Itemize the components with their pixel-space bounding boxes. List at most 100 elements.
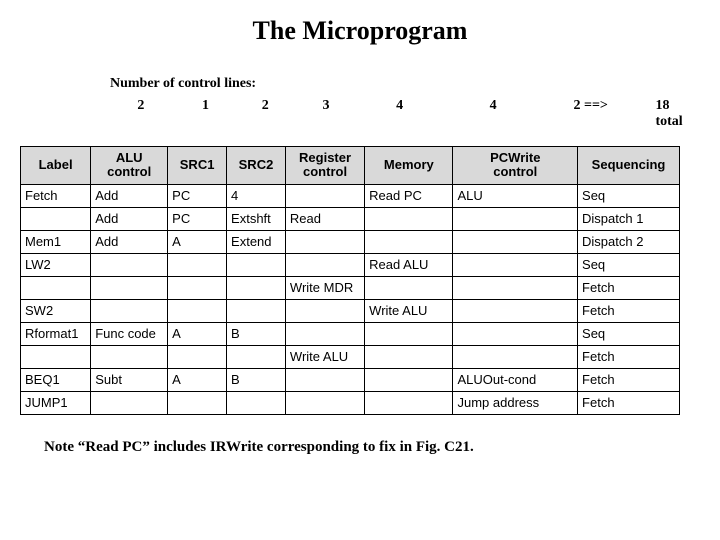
table-cell: BEQ1 (21, 368, 91, 391)
table-cell (365, 322, 453, 345)
table-row: Write ALU Fetch (21, 345, 680, 368)
table-cell (453, 345, 578, 368)
table-cell (21, 345, 91, 368)
control-lines-value: 1 (172, 98, 240, 130)
table-cell: JUMP1 (21, 391, 91, 414)
column-header: Sequencing (578, 147, 680, 185)
table-cell: PC (168, 207, 227, 230)
column-header: Memory (365, 147, 453, 185)
table-cell (453, 207, 578, 230)
table-row: AddPCExtshftRead Dispatch 1 (21, 207, 680, 230)
table-cell (365, 391, 453, 414)
table-cell (365, 345, 453, 368)
table-cell: Seq (578, 322, 680, 345)
control-lines-values: 2123442 ==>18 total (110, 98, 700, 130)
footnote: Note “Read PC” includes IRWrite correspo… (44, 439, 700, 456)
table-cell: Dispatch 1 (578, 207, 680, 230)
table-cell (365, 230, 453, 253)
table-cell (91, 253, 168, 276)
table-cell: Read ALU (365, 253, 453, 276)
table-cell: Add (91, 184, 168, 207)
control-lines-value: 4 (438, 98, 547, 130)
table-cell (168, 345, 227, 368)
table-row: BEQ1SubtABALUOut-condFetch (21, 368, 680, 391)
table-cell: ALU (453, 184, 578, 207)
table-cell (91, 276, 168, 299)
control-lines-value: 2 ==> (548, 98, 634, 130)
table-cell (91, 299, 168, 322)
table-row: LW2Read ALUSeq (21, 253, 680, 276)
table-cell: Func code (91, 322, 168, 345)
table-cell (168, 299, 227, 322)
table-cell (365, 368, 453, 391)
table-cell (168, 391, 227, 414)
table-cell: Fetch (578, 368, 680, 391)
table-cell (227, 345, 286, 368)
control-lines-label: Number of control lines: (110, 76, 700, 92)
control-lines-value: 2 (110, 98, 172, 130)
table-cell (227, 276, 286, 299)
table-cell: Read (285, 207, 364, 230)
table-cell: A (168, 322, 227, 345)
table-cell: Fetch (578, 299, 680, 322)
microprogram-table: LabelALUcontrolSRC1SRC2RegistercontrolMe… (20, 146, 680, 415)
table-cell (453, 276, 578, 299)
table-cell: Mem1 (21, 230, 91, 253)
table-cell: Extshft (227, 207, 286, 230)
table-cell (285, 230, 364, 253)
column-header: Registercontrol (285, 147, 364, 185)
table-cell (285, 391, 364, 414)
table-cell (227, 299, 286, 322)
table-cell (285, 322, 364, 345)
table-row: Mem1AddAExtend Dispatch 2 (21, 230, 680, 253)
table-cell: Fetch (578, 345, 680, 368)
table-cell: Fetch (578, 276, 680, 299)
table-cell: B (227, 322, 286, 345)
table-cell (21, 207, 91, 230)
table-cell (453, 253, 578, 276)
table-row: Rformat1Func codeAB Seq (21, 322, 680, 345)
table-cell: Add (91, 207, 168, 230)
table-cell: Rformat1 (21, 322, 91, 345)
table-cell: Write ALU (365, 299, 453, 322)
table-cell (91, 391, 168, 414)
table-cell: Add (91, 230, 168, 253)
table-cell: Read PC (365, 184, 453, 207)
control-lines-value: 2 (239, 98, 291, 130)
table-cell (227, 391, 286, 414)
control-lines-value: 4 (361, 98, 439, 130)
table-cell (227, 253, 286, 276)
control-lines-value: 3 (291, 98, 361, 130)
table-cell: Dispatch 2 (578, 230, 680, 253)
page-title: The Microprogram (20, 16, 700, 46)
table-cell: Extend (227, 230, 286, 253)
table-cell: Write ALU (285, 345, 364, 368)
table-cell (365, 207, 453, 230)
column-header: PCWritecontrol (453, 147, 578, 185)
column-header: SRC1 (168, 147, 227, 185)
table-cell: PC (168, 184, 227, 207)
table-cell (453, 299, 578, 322)
table-cell (285, 184, 364, 207)
table-cell (365, 276, 453, 299)
table-cell: ALUOut-cond (453, 368, 578, 391)
table-cell: Write MDR (285, 276, 364, 299)
table-cell: SW2 (21, 299, 91, 322)
table-cell (21, 276, 91, 299)
column-header: SRC2 (227, 147, 286, 185)
table-cell (285, 368, 364, 391)
table-cell: Jump address (453, 391, 578, 414)
column-header: Label (21, 147, 91, 185)
table-cell: 4 (227, 184, 286, 207)
table-cell: A (168, 230, 227, 253)
table-row: FetchAddPC4Read PCALUSeq (21, 184, 680, 207)
table-cell (285, 253, 364, 276)
table-cell: LW2 (21, 253, 91, 276)
table-cell (285, 299, 364, 322)
table-row: Write MDR Fetch (21, 276, 680, 299)
column-header: ALUcontrol (91, 147, 168, 185)
table-row: JUMP1 Jump addressFetch (21, 391, 680, 414)
table-cell (453, 230, 578, 253)
table-cell: Fetch (578, 391, 680, 414)
table-cell: A (168, 368, 227, 391)
